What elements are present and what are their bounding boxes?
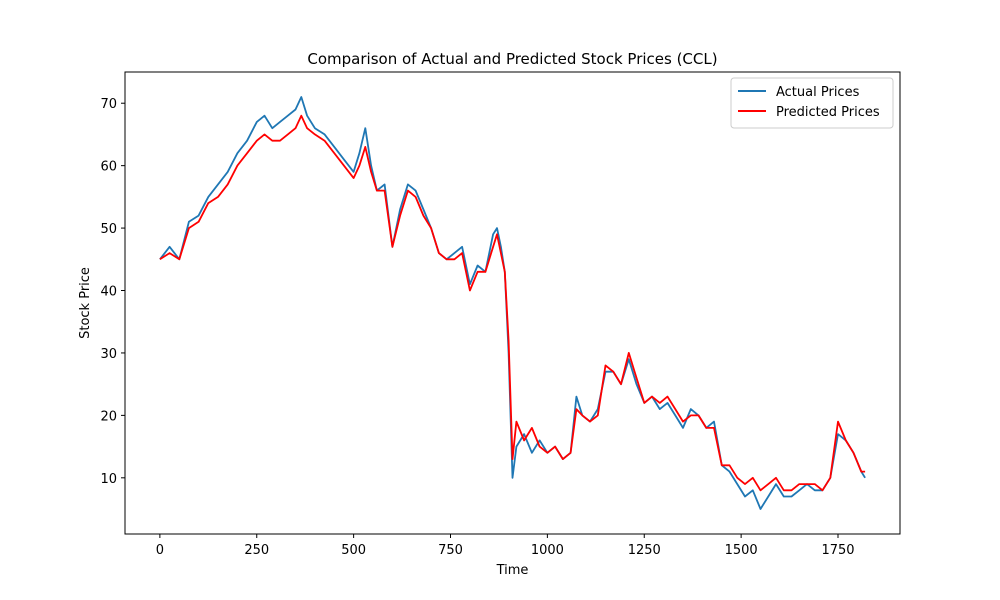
legend-label-actual: Actual Prices (776, 85, 860, 100)
series-line-predicted (159, 114, 866, 492)
x-tick-label: 250 (244, 543, 269, 558)
legend: Actual Prices Predicted Prices (730, 77, 894, 129)
y-tick-label: 30 (100, 347, 117, 362)
y-tick-label: 60 (100, 160, 117, 175)
legend-box (730, 77, 894, 129)
y-tick-label: 20 (100, 409, 117, 424)
x-tick-label: 500 (341, 543, 366, 558)
y-tick-label: 10 (100, 472, 117, 487)
x-tick-label: 0 (156, 543, 164, 558)
x-axis-title: Time (496, 563, 529, 578)
x-axis: 0 250 500 750 1000 1250 1500 1750 (156, 534, 855, 558)
x-tick-label: 1500 (725, 543, 758, 558)
legend-label-predicted: Predicted Prices (776, 105, 880, 120)
chart-title: Comparison of Actual and Predicted Stock… (307, 50, 717, 68)
x-tick-label: 1000 (531, 543, 564, 558)
series-layer (159, 96, 866, 510)
x-tick-label: 750 (438, 543, 463, 558)
x-tick-label: 1750 (821, 543, 854, 558)
y-tick-label: 40 (100, 285, 117, 300)
plot-frame (124, 71, 901, 535)
y-axis-title: Stock Price (78, 267, 93, 339)
x-tick-label: 1250 (628, 543, 661, 558)
series-line-actual (159, 96, 866, 510)
y-axis: 10 20 30 40 50 60 70 (100, 97, 125, 487)
y-tick-label: 50 (100, 222, 117, 237)
y-tick-label: 70 (100, 97, 117, 112)
